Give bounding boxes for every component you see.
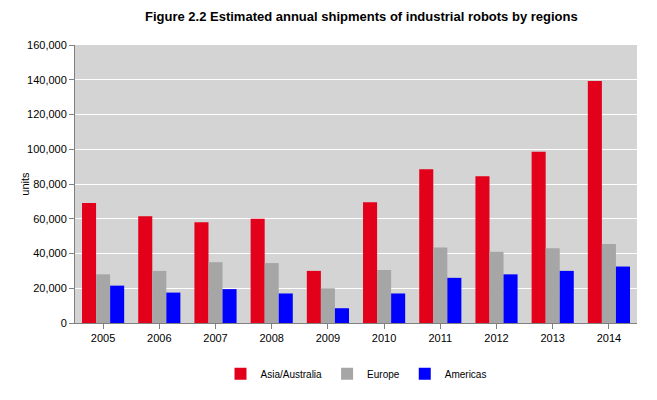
svg-text:2014: 2014 — [597, 332, 621, 344]
svg-text:40,000: 40,000 — [33, 247, 67, 259]
svg-text:2006: 2006 — [147, 332, 171, 344]
svg-text:Europe: Europe — [367, 369, 400, 380]
svg-text:20,000: 20,000 — [33, 282, 67, 294]
svg-text:160,000: 160,000 — [27, 39, 67, 51]
svg-text:Figure 2.2 Estimated annual sh: Figure 2.2 Estimated annual shipments of… — [145, 9, 578, 24]
svg-text:0: 0 — [61, 317, 67, 329]
svg-text:2009: 2009 — [316, 332, 340, 344]
svg-text:140,000: 140,000 — [27, 74, 67, 86]
svg-text:Americas: Americas — [445, 369, 487, 380]
svg-text:Asia/Australia: Asia/Australia — [261, 369, 323, 380]
svg-text:2005: 2005 — [91, 332, 115, 344]
svg-text:80,000: 80,000 — [33, 178, 67, 190]
svg-text:2013: 2013 — [540, 332, 564, 344]
svg-text:2008: 2008 — [259, 332, 283, 344]
svg-text:2011: 2011 — [428, 332, 452, 344]
svg-text:60,000: 60,000 — [33, 213, 67, 225]
svg-text:100,000: 100,000 — [27, 143, 67, 155]
svg-text:units: units — [19, 172, 31, 196]
svg-text:2010: 2010 — [372, 332, 396, 344]
svg-text:120,000: 120,000 — [27, 108, 67, 120]
svg-text:2007: 2007 — [203, 332, 227, 344]
svg-text:2012: 2012 — [484, 332, 508, 344]
